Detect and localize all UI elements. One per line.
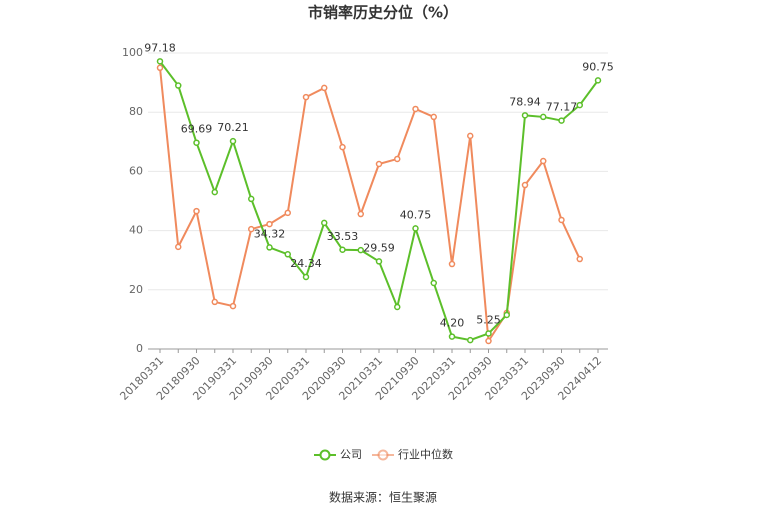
data-label: 4.20 [440,317,465,330]
point [503,311,510,319]
data-label: 33.53 [327,230,359,243]
y-tick-label: 0 [136,342,143,355]
point [521,181,529,189]
point [302,93,310,101]
point [339,246,346,254]
y-tick-label: 80 [129,105,143,118]
point [321,219,328,227]
legend-marker [319,449,331,461]
point [156,64,164,72]
y-tick-label: 20 [129,283,143,296]
point [467,132,474,140]
legend-label: 公司 [340,448,362,461]
legend-item: 行业中位数 [372,447,453,461]
point [375,160,383,168]
point [248,225,255,233]
point [485,337,492,345]
data-label: 78.94 [509,95,541,108]
point [521,112,529,119]
point [156,58,164,65]
data-label: 34.32 [254,227,286,240]
y-tick-label: 60 [129,164,143,177]
point [576,255,583,263]
legend-item: 公司 [314,448,362,461]
point [229,302,237,310]
point [175,82,182,89]
legend-marker [377,449,389,461]
point [576,101,583,109]
data-label: 24.34 [290,257,322,270]
point [467,336,474,344]
point [375,258,383,265]
point [193,139,200,146]
data-label: 97.18 [144,41,176,54]
point [339,143,346,151]
point [357,210,364,218]
point [430,113,437,121]
point [229,137,237,145]
y-tick-label: 40 [129,224,143,237]
data-label: 40.75 [400,208,432,221]
point [594,77,602,84]
y-tick-label: 100 [122,46,143,59]
point [448,260,456,268]
point [284,209,291,217]
data-label: 70.21 [217,121,249,134]
point [211,298,218,306]
point [248,195,255,203]
point [448,333,456,340]
point [412,225,419,232]
point [321,84,328,92]
chart-title: 市销率历史分位（%） [308,4,458,22]
data-label: 5.25 [476,313,501,326]
data-label: 77.17 [546,101,578,114]
point [394,155,401,163]
point [394,303,401,311]
data-label: 90.75 [582,60,614,73]
point [558,216,565,224]
point [175,243,182,251]
data-label: 29.59 [363,241,395,254]
point [302,273,310,281]
point [211,188,218,196]
point [540,113,547,121]
point [266,244,273,251]
point [266,220,273,228]
point [540,157,547,165]
point [558,117,565,124]
legend-label: 行业中位数 [398,447,453,461]
data-label: 69.69 [181,123,213,136]
point [284,251,291,258]
source: 数据来源：恒生聚源 [329,490,437,505]
point [193,207,200,215]
point [430,279,437,287]
point [485,330,492,337]
point [357,246,364,254]
point [412,105,419,113]
